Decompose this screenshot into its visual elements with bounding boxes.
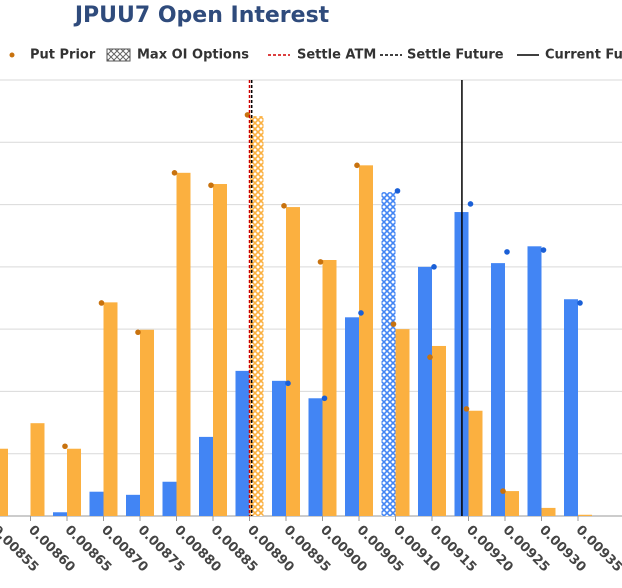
prior-dot bbox=[467, 201, 474, 207]
bar bbox=[89, 491, 104, 516]
legend-hatch bbox=[106, 48, 131, 62]
prior-dot bbox=[500, 488, 506, 494]
prior-dot bbox=[317, 259, 324, 265]
prior-dot bbox=[463, 406, 470, 412]
bar bbox=[162, 481, 177, 516]
bar bbox=[140, 329, 154, 516]
prior-dot bbox=[390, 321, 397, 327]
bar bbox=[541, 507, 556, 516]
bar bbox=[0, 448, 8, 516]
prior-dot bbox=[540, 247, 547, 253]
bar bbox=[505, 491, 519, 516]
chart-title: JPUU7 Open Interest bbox=[73, 3, 330, 28]
bar bbox=[395, 329, 410, 516]
prior-dot bbox=[98, 300, 105, 306]
bar bbox=[359, 165, 373, 516]
bar bbox=[235, 370, 250, 516]
bar bbox=[468, 410, 483, 516]
max-oi-bar bbox=[381, 192, 396, 516]
legend-label: Max OI Options bbox=[137, 48, 249, 63]
bar bbox=[272, 380, 286, 516]
bar bbox=[491, 263, 505, 516]
bar bbox=[286, 207, 300, 516]
prior-dot bbox=[285, 380, 291, 387]
prior-dot bbox=[504, 249, 510, 255]
prior-dot bbox=[354, 162, 360, 169]
prior-dot bbox=[62, 443, 68, 450]
prior-dot bbox=[431, 264, 437, 270]
legend-label: Put Prior bbox=[30, 48, 96, 63]
bar bbox=[213, 184, 227, 516]
bar bbox=[30, 423, 45, 516]
bar bbox=[527, 246, 542, 516]
bar bbox=[53, 512, 67, 516]
bar bbox=[345, 317, 359, 516]
bar bbox=[322, 260, 337, 516]
bar bbox=[103, 302, 118, 516]
prior-dot bbox=[171, 170, 178, 176]
bar bbox=[418, 266, 432, 516]
max-oi-bar bbox=[249, 116, 264, 516]
bar bbox=[578, 514, 592, 516]
prior-dot bbox=[358, 310, 364, 316]
bar bbox=[199, 436, 213, 516]
bar bbox=[432, 345, 446, 516]
prior-dot bbox=[394, 188, 401, 194]
legend-label: Settle Future bbox=[407, 48, 504, 63]
prior-dot bbox=[208, 182, 214, 189]
bar bbox=[67, 448, 81, 516]
prior-dot bbox=[135, 329, 141, 336]
prior-dot bbox=[427, 354, 433, 360]
legend-label: Settle ATM bbox=[297, 48, 376, 63]
bar bbox=[126, 494, 140, 516]
bar bbox=[308, 398, 323, 516]
prior-dot bbox=[321, 395, 328, 402]
bar bbox=[176, 172, 191, 516]
legend-dot bbox=[9, 52, 15, 58]
prior-dot bbox=[281, 203, 287, 209]
legend-label: Current Future bbox=[545, 48, 622, 63]
prior-dot bbox=[577, 300, 583, 306]
bar bbox=[564, 299, 578, 516]
